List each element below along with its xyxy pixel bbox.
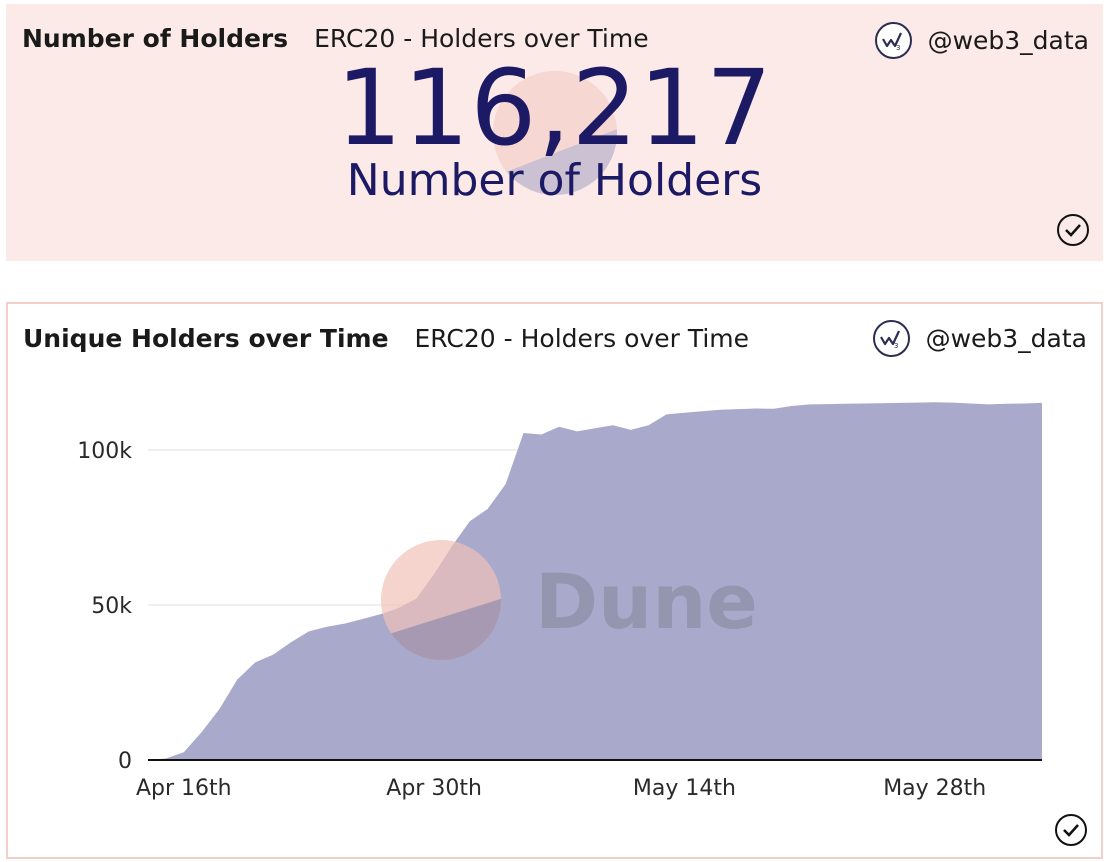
chart-card: Unique Holders over Time ERC20 - Holders… <box>6 302 1103 859</box>
dune-watermark-icon <box>493 71 617 195</box>
counter-card-author[interactable]: 3 @web3_data <box>874 22 1089 59</box>
chart-card-author[interactable]: 3 @web3_data <box>872 320 1087 357</box>
avatar: 3 <box>872 320 910 357</box>
chart-card-subtitle[interactable]: ERC20 - Holders over Time <box>414 324 750 353</box>
web3-logo-icon: 3 <box>880 330 901 349</box>
counter-card-header: Number of Holders ERC20 - Holders over T… <box>22 24 649 53</box>
counter-card-title[interactable]: Number of Holders <box>22 24 289 53</box>
counter-label: Number of Holders <box>346 155 763 206</box>
counter-card-subtitle[interactable]: ERC20 - Holders over Time <box>314 24 649 53</box>
author-handle: @web3_data <box>925 324 1087 353</box>
counter-card: Number of Holders ERC20 - Holders over T… <box>6 4 1103 261</box>
author-handle: @web3_data <box>927 26 1089 55</box>
chart-card-title[interactable]: Unique Holders over Time <box>23 324 389 353</box>
svg-text:3: 3 <box>894 342 898 349</box>
counter-value: 116,217 <box>335 47 774 169</box>
verified-check-icon <box>1057 214 1089 246</box>
verified-check-icon <box>1055 814 1087 846</box>
avatar: 3 <box>874 22 912 59</box>
chart-card-header: Unique Holders over Time ERC20 - Holders… <box>23 324 749 353</box>
svg-text:3: 3 <box>896 44 900 51</box>
web3-logo-icon: 3 <box>882 32 903 51</box>
